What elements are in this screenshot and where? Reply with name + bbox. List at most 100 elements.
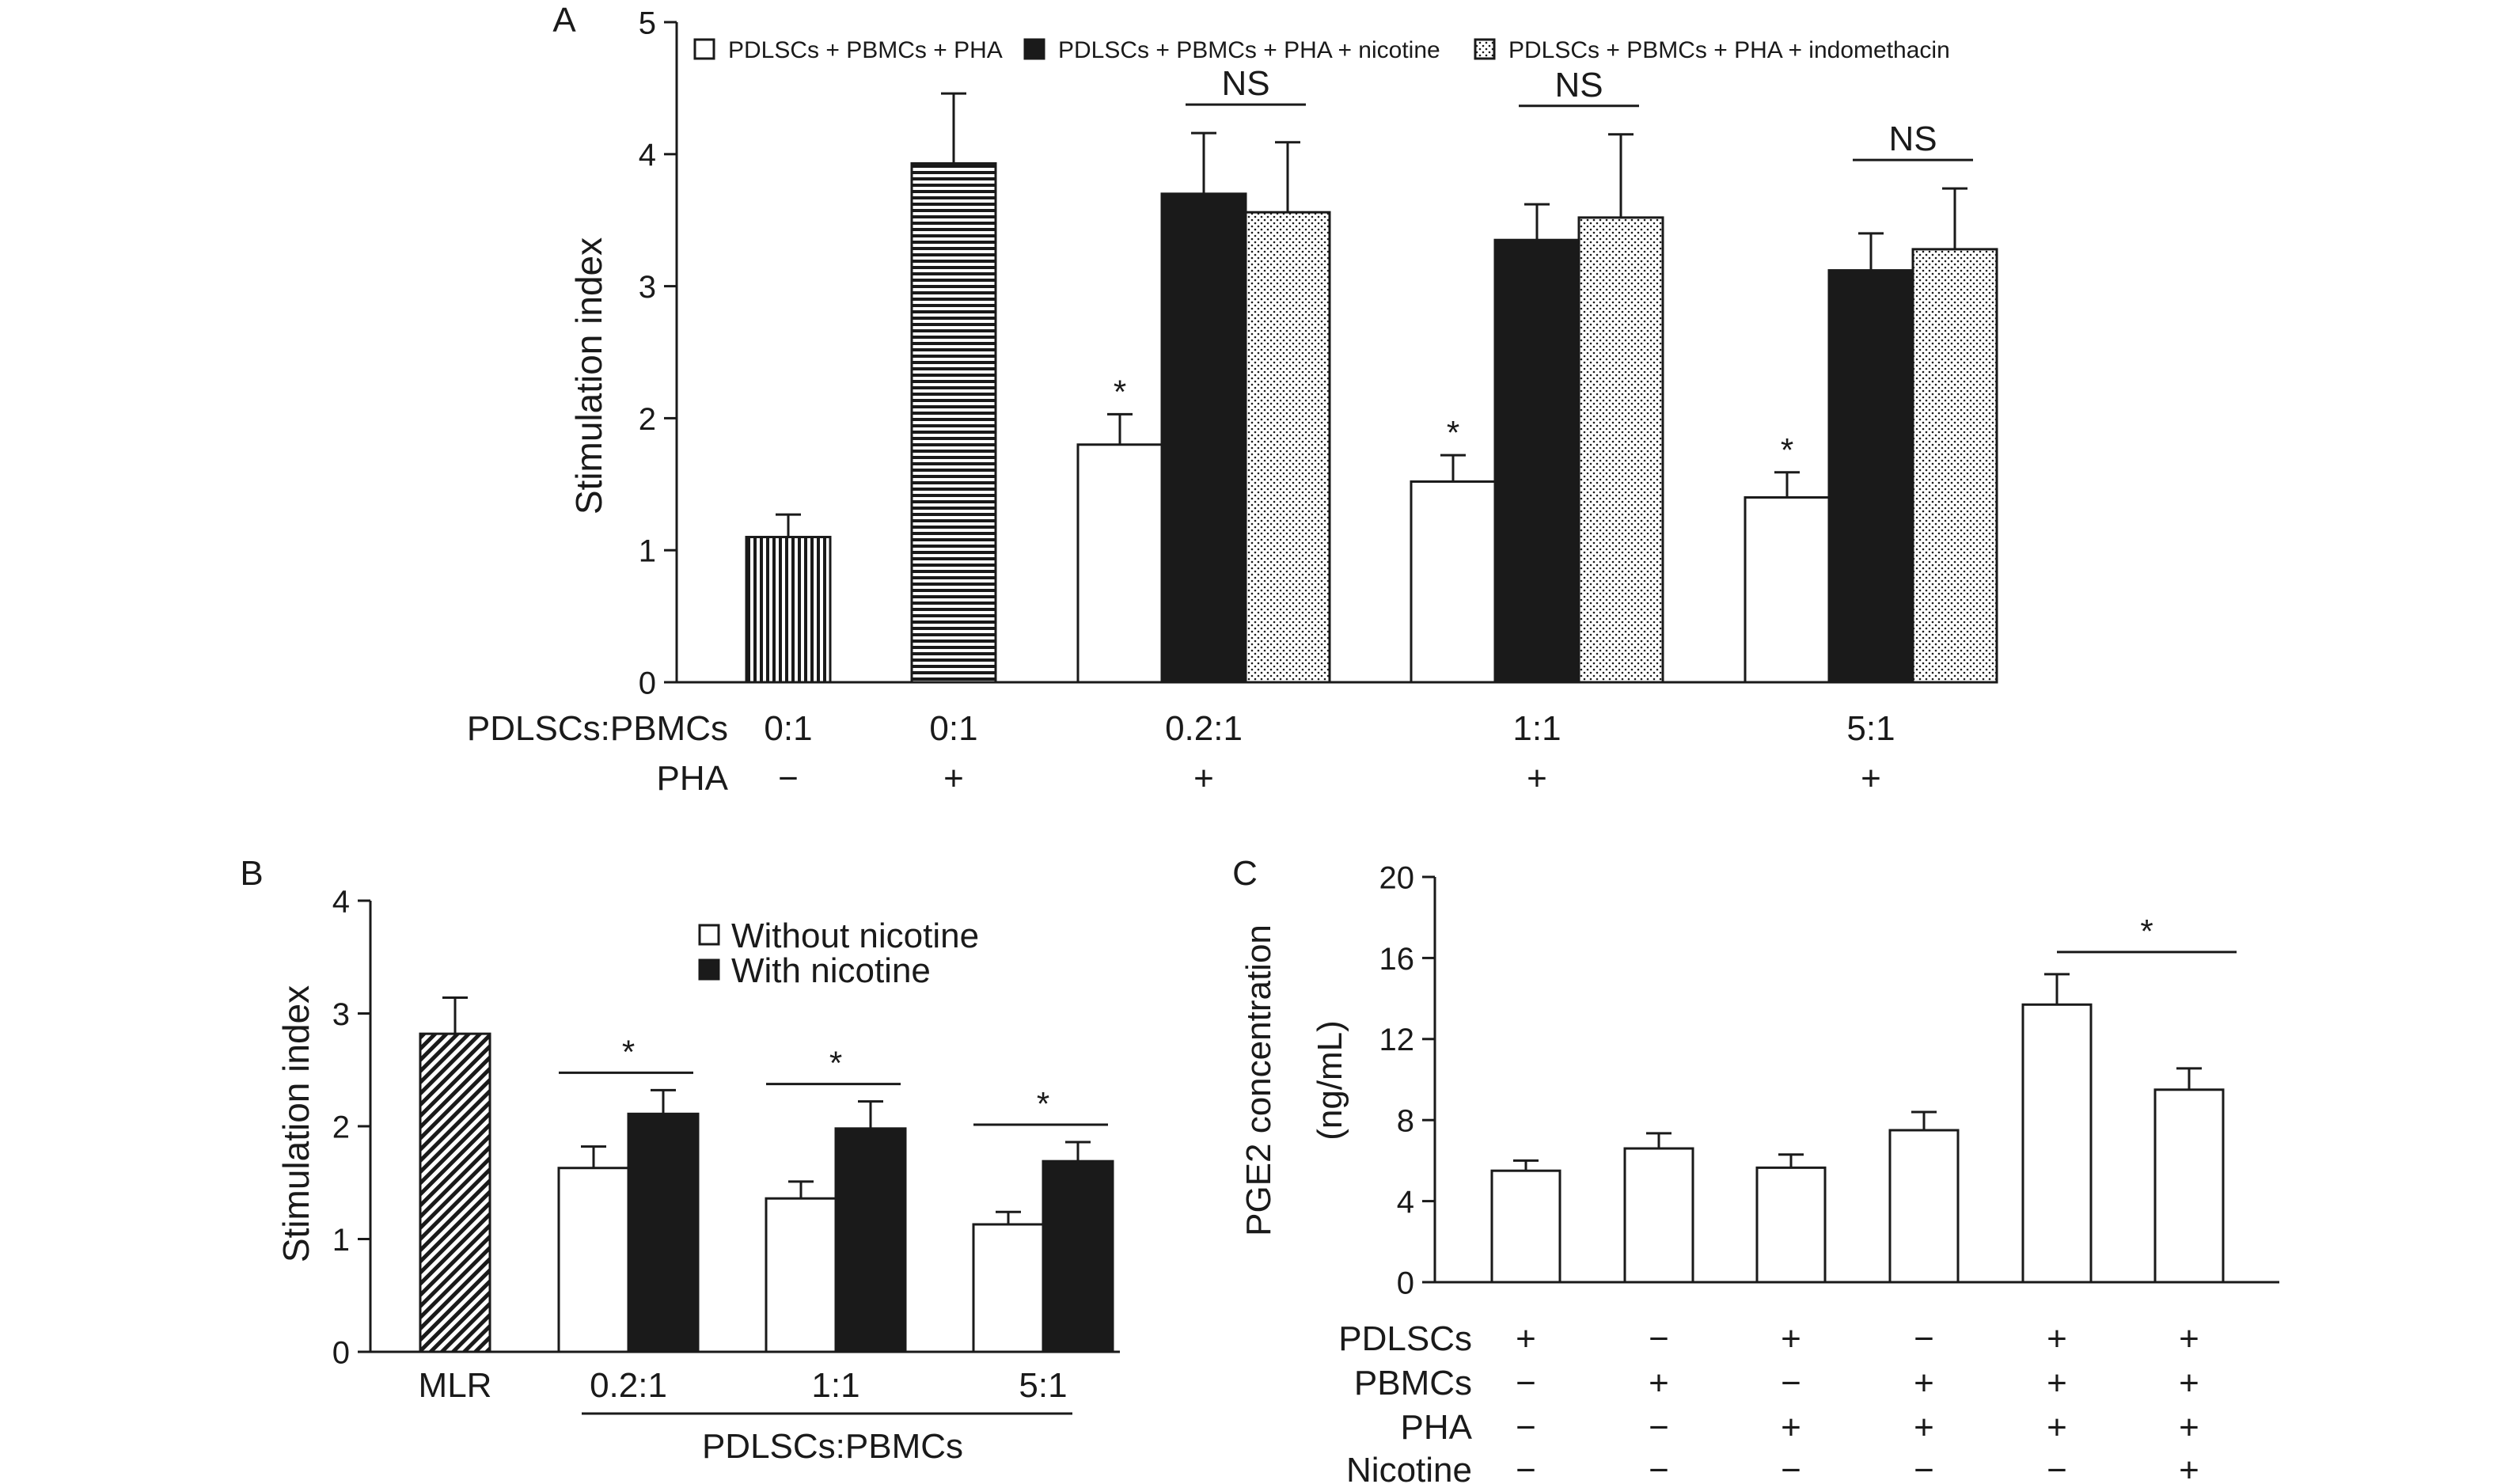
panel-a-bar (1244, 211, 1331, 684)
panel-b-chart: 0 1 2 3 4 Stimulation index B Without nicotineW… (240, 854, 1120, 1466)
panel-a-ratio-label: 1:1 (1512, 709, 1561, 748)
panel-b-bar (1042, 1159, 1114, 1353)
panel-c-ytick-label: 0 (1397, 1266, 1414, 1300)
panel-a-legend-label: PDLSCs + PBMCs + PHA + indomethacin (1508, 37, 1950, 63)
panel-b-error-bar (651, 1088, 676, 1114)
panel-a-pha-label: + (1527, 759, 1547, 798)
panel-b-significance: * (829, 1045, 842, 1082)
panel-b-group-label: 5:1 (1019, 1366, 1067, 1405)
panel-c-condition: + (2179, 1408, 2199, 1447)
panel-a-legend-swatch (1023, 38, 1045, 60)
panel-c-ytick-label: 12 (1379, 1023, 1415, 1057)
panel-c-ytick-label: 16 (1379, 942, 1415, 977)
panel-a-ratio-label: 5:1 (1846, 709, 1895, 748)
panel-c-error-bar (1778, 1153, 1804, 1168)
panel-a-ytick-label: 4 (639, 138, 656, 173)
panel-a-legend-swatch (693, 38, 715, 60)
panel-c-condition: + (2179, 1451, 2199, 1484)
panel-a-bar (1577, 216, 1664, 684)
panel-b-bar (834, 1127, 907, 1353)
panel-a-error-bar (1275, 141, 1300, 213)
panel-b-error-bar (442, 996, 468, 1034)
panel-c-letter: C (1232, 854, 1258, 893)
panel-b-bar (557, 1167, 630, 1353)
panel-b-legend-swatch (698, 924, 720, 946)
panel-c-condition: + (2047, 1319, 2067, 1358)
panel-a-comparison-label: NS (1888, 120, 1937, 158)
panel-c-condition: − (1516, 1364, 1536, 1402)
panel-b-error-bar (996, 1210, 1021, 1224)
panel-c-condition: − (1914, 1319, 1934, 1358)
panel-c-condition: − (1781, 1364, 1801, 1402)
panel-c-condition: − (1649, 1319, 1669, 1358)
panel-a-ytick-label: 2 (639, 402, 656, 437)
panel-b-bar (972, 1223, 1045, 1353)
panel-c-y-label: PGE2 concentration (1239, 924, 1278, 1236)
panel-a-bar (910, 161, 997, 684)
panel-c-row-label: PBMCs (1354, 1364, 1472, 1402)
panel-a-bar (1076, 443, 1163, 684)
panel-a-error-bar (941, 92, 966, 164)
panel-c-bar (2021, 1003, 2093, 1284)
panel-c-bar (1888, 1129, 1960, 1284)
panel-a-significance: * (1114, 373, 1126, 410)
panel-a-row-label-ratio: PDLSCs:PBMCs (467, 709, 728, 748)
panel-c-error-bar (1646, 1132, 1671, 1149)
panel-a-ytick-label: 3 (639, 270, 656, 305)
panel-b-ytick-label: 3 (332, 997, 350, 1032)
panel-b-legend-label: Without nicotine (731, 917, 979, 955)
panel-a-error-bar (1191, 131, 1216, 194)
panel-c-condition: − (1649, 1408, 1669, 1447)
panel-c-condition: + (1516, 1319, 1536, 1358)
panel-a-error-bar (1107, 412, 1133, 445)
panel-a-bar (1493, 238, 1580, 684)
panel-a-ytick-label: 1 (639, 534, 656, 569)
panel-c-y-label-unit: (ng/mL) (1311, 1020, 1349, 1141)
panel-c-condition: + (1649, 1364, 1669, 1402)
panel-b-group-axis-label: PDLSCs:PBMCs (702, 1427, 963, 1466)
panel-a-legend-label: PDLSCs + PBMCs + PHA (728, 37, 1003, 63)
panel-a-legend-swatch (1474, 38, 1496, 60)
panel-c-ytick-label: 20 (1379, 860, 1415, 895)
panel-a-bar (1911, 248, 1998, 684)
panel-b-group-label: 1:1 (811, 1366, 859, 1405)
panel-c-condition: + (1914, 1408, 1934, 1447)
panel-a-pha-label: + (943, 759, 964, 798)
panel-c-error-bar (1911, 1110, 1937, 1130)
panel-a-row-label-pha: PHA (657, 759, 729, 798)
panel-c-condition: + (2047, 1408, 2067, 1447)
panel-a-ytick-label: 5 (639, 6, 656, 40)
panel-a-comparison-label: NS (1221, 64, 1269, 103)
panel-b-ytick-label: 2 (332, 1110, 350, 1144)
panel-c-row-label: Nicotine (1346, 1451, 1472, 1484)
panel-c-condition: − (1516, 1451, 1536, 1484)
panel-a-y-label: Stimulation index (568, 237, 609, 514)
panel-b-y-label: Stimulation index (275, 985, 317, 1262)
panel-a-error-bar (1608, 133, 1634, 218)
panel-a-significance: * (1447, 414, 1459, 451)
panel-a-pha-label: − (778, 759, 799, 798)
panel-a-legend-label: PDLSCs + PBMCs + PHA + nicotine (1058, 37, 1440, 63)
panel-b-legend-label: With nicotine (731, 951, 931, 990)
panel-b-group-label: MLR (419, 1366, 492, 1405)
panel-c-ytick-label: 4 (1397, 1185, 1414, 1220)
panel-a-chart: 0 1 2 3 4 5 Stimulation index A PDLSCs + PBMCs +… (467, 1, 1998, 798)
panel-c-condition: − (1649, 1451, 1669, 1484)
panel-c-bar (1490, 1169, 1561, 1284)
panel-a-error-bar (1774, 471, 1800, 498)
panel-c-row-label: PDLSCs (1338, 1319, 1472, 1358)
panel-a-pha-label: + (1861, 759, 1881, 798)
panel-a-ratio-label: 0.2:1 (1165, 709, 1243, 748)
panel-c-row-label: PHA (1401, 1408, 1473, 1447)
panel-a-ytick-label: 0 (639, 666, 656, 700)
panel-a-pha-label: + (1193, 759, 1214, 798)
panel-a-bar (1160, 192, 1247, 684)
panel-a-bar (745, 536, 832, 684)
panel-c-condition: − (1516, 1408, 1536, 1447)
panel-a-bar (1744, 495, 1831, 684)
panel-b-error-bar (581, 1145, 606, 1168)
panel-a-error-bar (1942, 187, 1967, 249)
panel-c-condition: + (1914, 1364, 1934, 1402)
panel-c-condition: − (1781, 1451, 1801, 1484)
panel-a-error-bar (1858, 232, 1884, 271)
